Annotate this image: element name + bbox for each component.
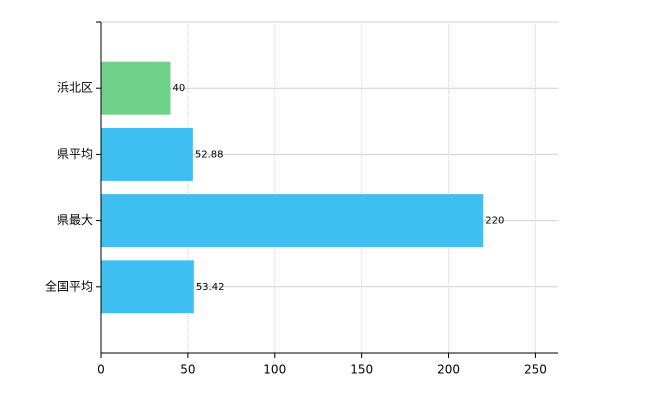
x-tick-label: 50 [180,363,195,377]
x-tick-label: 100 [263,363,286,377]
x-tick-label: 150 [350,363,373,377]
value-label: 40 [173,83,186,94]
y-tick-label: 県平均 [57,147,93,161]
x-tick-label: 200 [437,363,460,377]
bar [101,260,194,314]
x-tick-label: 250 [524,363,547,377]
value-label: 53.42 [196,282,225,293]
bar [101,127,193,181]
bar [101,194,484,248]
value-label: 52.88 [195,149,224,160]
x-tick-label: 0 [97,363,105,377]
value-label: 220 [485,216,504,227]
y-tick-label: 全国平均 [45,278,93,293]
y-tick-label: 県最大 [57,213,93,227]
bar [101,61,171,115]
y-tick-label: 浜北区 [57,81,93,95]
